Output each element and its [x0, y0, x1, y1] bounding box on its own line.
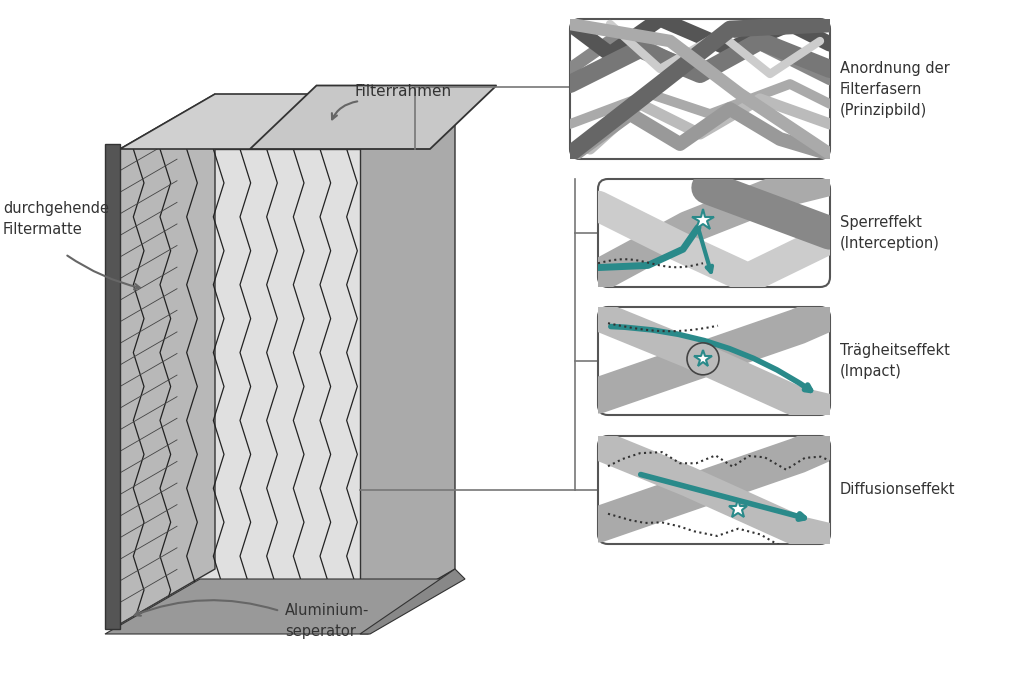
FancyBboxPatch shape [598, 179, 830, 287]
FancyBboxPatch shape [598, 307, 830, 415]
Polygon shape [120, 569, 455, 624]
Polygon shape [120, 94, 215, 624]
Text: durchgehende
Filtermatte: durchgehende Filtermatte [3, 201, 109, 237]
FancyBboxPatch shape [570, 19, 830, 159]
Text: Sperreffekt
(Interception): Sperreffekt (Interception) [840, 215, 940, 251]
Polygon shape [120, 149, 360, 624]
Polygon shape [105, 144, 120, 629]
Text: Aluminium-
seperator: Aluminium- seperator [285, 603, 370, 639]
Text: Diffusionseffekt: Diffusionseffekt [840, 483, 955, 498]
Text: Filterrahmen: Filterrahmen [355, 84, 453, 98]
Polygon shape [360, 569, 465, 634]
Polygon shape [360, 94, 455, 624]
FancyBboxPatch shape [598, 436, 830, 544]
Text: Trägheitseffekt
(Impact): Trägheitseffekt (Impact) [840, 343, 950, 379]
Polygon shape [105, 579, 463, 634]
Polygon shape [120, 94, 455, 149]
Text: Anordnung der
Filterfasern
(Prinzipbild): Anordnung der Filterfasern (Prinzipbild) [840, 60, 949, 117]
Polygon shape [250, 86, 497, 149]
